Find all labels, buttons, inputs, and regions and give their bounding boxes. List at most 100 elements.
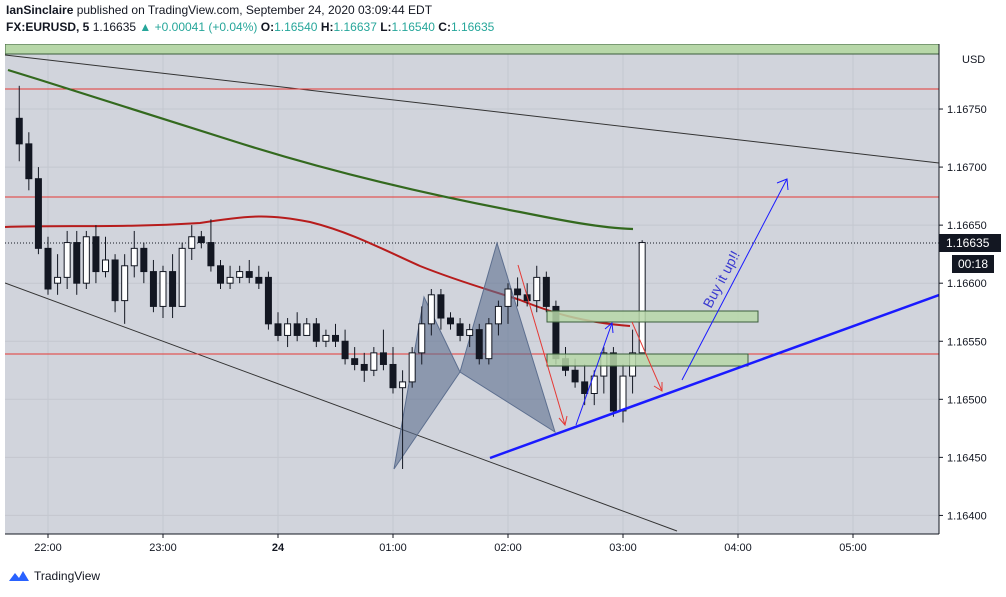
candle[interactable] (360, 352, 368, 382)
candle[interactable] (312, 318, 320, 348)
candle[interactable] (590, 370, 598, 406)
candle-body (92, 236, 100, 273)
candle-body (73, 242, 81, 284)
candle[interactable] (63, 230, 71, 289)
candle-body (514, 288, 522, 296)
buy-arrow[interactable] (681, 178, 789, 381)
candle-body (332, 334, 339, 342)
candle[interactable] (264, 271, 272, 330)
candle[interactable] (54, 254, 62, 295)
symbol-label[interactable]: FX:EURUSD, 5 (6, 20, 90, 34)
candle[interactable] (25, 132, 33, 191)
candle[interactable] (418, 306, 426, 365)
candle[interactable] (322, 329, 330, 348)
candle[interactable] (437, 289, 445, 330)
candle[interactable] (217, 259, 224, 289)
candle[interactable] (341, 329, 349, 365)
candle[interactable] (514, 277, 522, 307)
candle[interactable] (207, 219, 215, 272)
candle[interactable] (140, 242, 148, 284)
candle[interactable] (408, 347, 416, 388)
demand-zone[interactable] (546, 353, 749, 367)
candle[interactable] (284, 318, 292, 348)
candle[interactable] (130, 230, 138, 278)
candle[interactable] (197, 230, 205, 249)
candle[interactable] (111, 254, 119, 313)
candle[interactable] (533, 265, 541, 313)
candle-body (111, 259, 119, 302)
harmonic-pattern-right[interactable] (459, 241, 556, 434)
candles[interactable] (15, 85, 646, 469)
candle[interactable] (188, 225, 196, 260)
bounce-arrow[interactable] (575, 321, 614, 426)
candle[interactable] (245, 259, 253, 284)
price-tick-label: 1.16550 (947, 336, 987, 348)
price-change: ▲ +0.00041 (+0.04%) (139, 20, 258, 34)
candle[interactable] (485, 318, 493, 365)
candle[interactable] (226, 265, 234, 289)
drop-arrow-left[interactable] (517, 264, 568, 427)
candle[interactable] (169, 254, 177, 319)
lower-trendline[interactable] (5, 282, 678, 532)
candle-body (466, 329, 474, 336)
candle[interactable] (542, 271, 550, 313)
author-name[interactable]: IanSinclaire (6, 3, 74, 17)
candle[interactable] (379, 329, 387, 371)
candle[interactable] (303, 318, 311, 336)
close-label: C: (438, 20, 451, 34)
time-axis[interactable] (5, 534, 939, 560)
candle[interactable] (456, 318, 464, 342)
candle[interactable] (475, 323, 483, 365)
candle[interactable] (447, 312, 454, 330)
last-price: 1.16635 (92, 20, 137, 34)
candle[interactable] (92, 225, 100, 284)
candle[interactable] (82, 230, 90, 289)
candle[interactable] (370, 347, 378, 377)
candle[interactable] (466, 323, 474, 348)
footer-brand[interactable]: TradingView (8, 569, 100, 583)
candle[interactable] (351, 347, 359, 371)
candle[interactable] (102, 236, 109, 278)
short-moving-average (5, 215, 631, 327)
candle[interactable] (581, 364, 589, 406)
candle-body (475, 329, 483, 360)
candle-body (341, 340, 349, 360)
candle-body (590, 375, 598, 395)
support-trendline[interactable] (489, 293, 939, 460)
candle[interactable] (121, 254, 129, 324)
candle[interactable] (255, 265, 263, 289)
candle[interactable] (389, 347, 397, 394)
candle-body (140, 247, 148, 273)
candle[interactable] (494, 300, 502, 336)
plot-area[interactable] (5, 44, 939, 534)
candle[interactable] (15, 85, 23, 162)
candle[interactable] (44, 236, 52, 295)
supply-zone[interactable] (546, 310, 759, 323)
candle[interactable] (149, 259, 157, 313)
price-axis[interactable] (939, 44, 1006, 534)
price-tick-label: 1.16750 (947, 104, 987, 116)
candle-body (255, 276, 263, 284)
candle[interactable] (73, 230, 81, 295)
high-value: 1.16637 (333, 20, 377, 34)
candle[interactable] (399, 370, 407, 469)
candle[interactable] (293, 312, 301, 342)
candle-body (399, 381, 407, 389)
candle[interactable] (638, 240, 646, 354)
candle[interactable] (504, 283, 512, 324)
candle[interactable] (332, 323, 339, 348)
top-zone[interactable] (5, 44, 939, 55)
candle-body (456, 323, 464, 336)
upper-trendline[interactable] (5, 54, 939, 164)
candle[interactable] (178, 242, 186, 307)
candle[interactable] (34, 167, 42, 255)
candle-body (207, 242, 215, 267)
candle[interactable] (236, 265, 244, 284)
harmonic-pattern-left[interactable] (393, 295, 461, 470)
candle[interactable] (159, 265, 167, 319)
price-tick-label: 1.16600 (947, 278, 987, 290)
candle[interactable] (274, 312, 282, 342)
drop-arrow-right[interactable] (631, 321, 663, 392)
candle[interactable] (427, 289, 435, 336)
